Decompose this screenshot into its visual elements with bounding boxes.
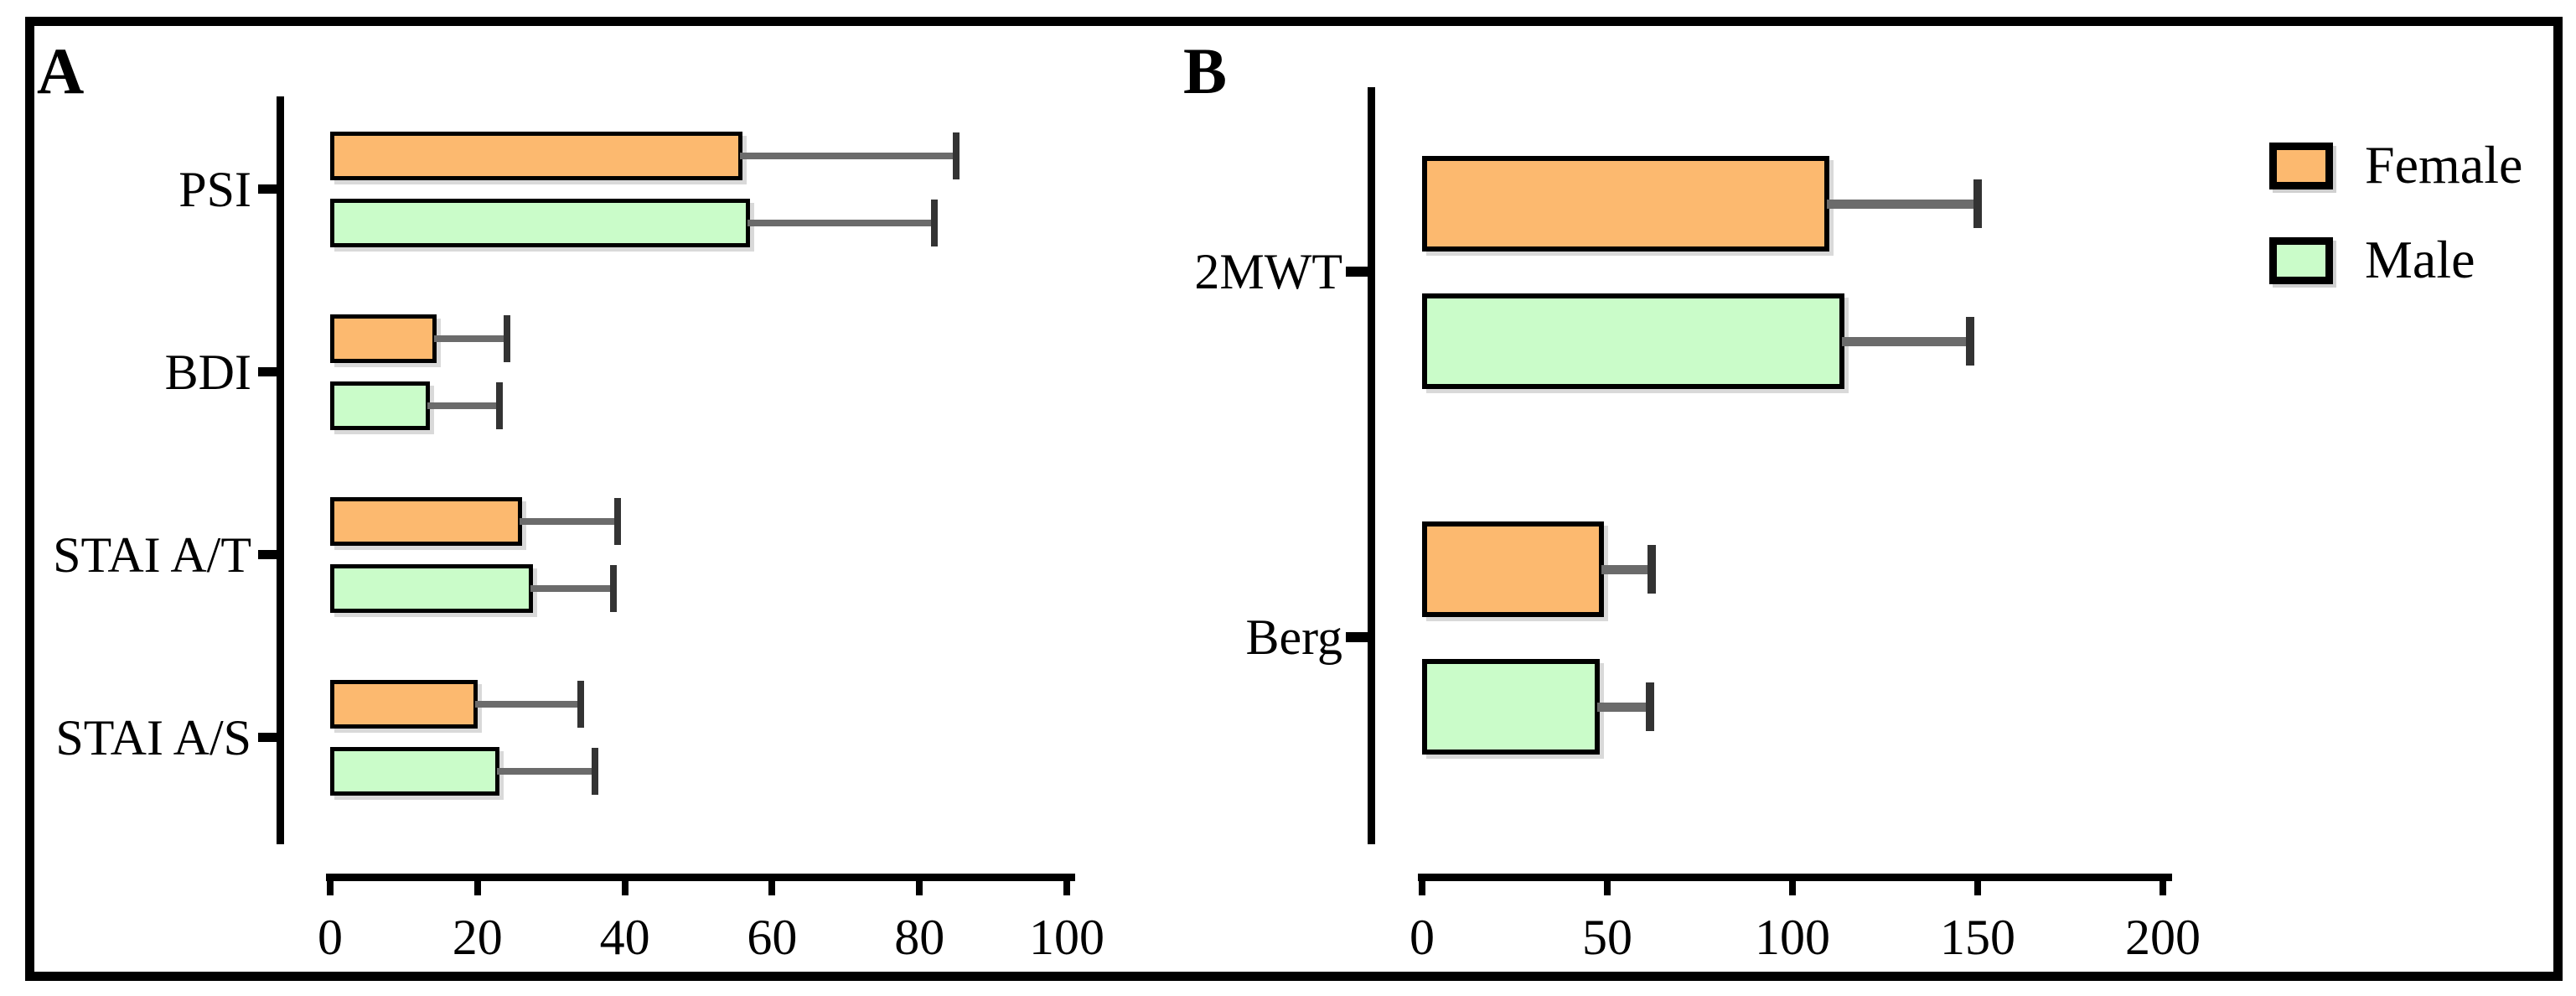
bar-bdi-female <box>330 314 437 363</box>
x-axis-tick-label-b-200: 200 <box>2125 910 2201 965</box>
category-label-psi: PSI <box>178 162 251 217</box>
bar-berg-female <box>1422 521 1604 617</box>
x-axis-tick-label-a-20: 20 <box>452 910 503 965</box>
error-line-stai-a-s-female <box>475 701 581 708</box>
x-axis-tick-label-b-100: 100 <box>1755 910 1830 965</box>
error-line-2mwt-male <box>1842 336 1971 346</box>
x-axis-tick-label-b-50: 50 <box>1582 910 1632 965</box>
legend-swatch-male <box>2269 237 2333 284</box>
x-axis-tick-label-b-150: 150 <box>1940 910 2015 965</box>
y-axis-spine-b <box>1368 87 1375 844</box>
legend-label-female: Female <box>2365 135 2523 195</box>
error-line-bdi-female <box>434 335 507 342</box>
x-axis-tick-label-a-40: 40 <box>599 910 650 965</box>
category-tick-berg <box>1346 632 1375 642</box>
error-cap-2mwt-female <box>1973 179 1982 228</box>
x-axis-tick-b-150 <box>1974 874 1981 895</box>
bar-2mwt-female <box>1422 156 1829 252</box>
bar-psi-male <box>330 199 750 247</box>
x-axis-tick-b-200 <box>2160 874 2166 895</box>
category-tick-psi <box>258 184 284 194</box>
legend-label-male: Male <box>2365 230 2475 289</box>
bar-berg-male <box>1422 659 1600 755</box>
error-cap-stai-a-t-male <box>610 565 618 612</box>
error-line-berg-male <box>1597 702 1650 712</box>
error-cap-berg-female <box>1648 545 1657 594</box>
error-line-psi-male <box>747 220 934 226</box>
bar-stai-a-s-male <box>330 747 499 796</box>
x-axis-tick-a-80 <box>916 874 923 895</box>
error-cap-bdi-female <box>503 315 510 362</box>
category-label-bdi: BDI <box>164 345 251 400</box>
legend-swatch-female <box>2269 143 2333 189</box>
error-line-bdi-male <box>427 402 500 409</box>
bar-2mwt-male <box>1422 293 1844 389</box>
bar-psi-female <box>330 132 742 180</box>
x-axis-tick-b-50 <box>1604 874 1611 895</box>
error-cap-stai-a-t-female <box>613 498 621 545</box>
error-line-psi-female <box>740 153 957 159</box>
category-label-stai-a-t: STAI A/T <box>53 527 251 583</box>
x-axis-tick-a-0 <box>327 874 334 895</box>
x-axis-line-a <box>326 874 1075 881</box>
error-line-stai-a-t-male <box>530 585 614 592</box>
x-axis-tick-b-100 <box>1789 874 1796 895</box>
bar-stai-a-s-female <box>330 680 478 729</box>
error-cap-berg-male <box>1645 682 1654 731</box>
x-axis-tick-a-40 <box>621 874 628 895</box>
category-tick-stai-a-t <box>258 550 284 559</box>
x-axis-tick-label-a-100: 100 <box>1029 910 1104 965</box>
x-axis-tick-a-100 <box>1063 874 1070 895</box>
x-axis-tick-a-20 <box>473 874 481 895</box>
panel-b-letter: B <box>1183 34 1229 107</box>
category-label-2mwt: 2MWT <box>1194 244 1342 299</box>
category-label-stai-a-s: STAI A/S <box>55 710 251 765</box>
x-axis-tick-label-a-80: 80 <box>894 910 945 965</box>
bar-bdi-male <box>330 381 430 430</box>
error-cap-2mwt-male <box>1966 317 1975 366</box>
x-axis-tick-a-60 <box>768 874 776 895</box>
bar-stai-a-t-male <box>330 564 533 613</box>
error-cap-stai-a-s-male <box>592 748 599 795</box>
x-axis-tick-label-a-60: 60 <box>747 910 798 965</box>
panel-a-letter: A <box>37 34 85 107</box>
x-axis-tick-label-b-0: 0 <box>1410 910 1435 965</box>
error-line-stai-a-s-male <box>497 768 596 775</box>
x-axis-tick-label-a-0: 0 <box>318 910 343 965</box>
x-axis-tick-b-0 <box>1419 874 1425 895</box>
error-cap-bdi-male <box>496 382 504 429</box>
error-line-stai-a-t-female <box>520 518 618 525</box>
category-tick-stai-a-s <box>258 733 284 742</box>
error-cap-psi-male <box>930 200 938 246</box>
error-cap-psi-female <box>953 132 960 179</box>
category-tick-2mwt <box>1346 267 1375 277</box>
bar-stai-a-t-female <box>330 497 522 546</box>
error-cap-stai-a-s-female <box>577 681 584 728</box>
category-label-berg: Berg <box>1245 610 1342 665</box>
category-tick-bdi <box>258 367 284 376</box>
error-line-2mwt-female <box>1827 199 1978 209</box>
y-axis-spine-a <box>277 96 284 844</box>
error-line-berg-female <box>1601 564 1653 574</box>
